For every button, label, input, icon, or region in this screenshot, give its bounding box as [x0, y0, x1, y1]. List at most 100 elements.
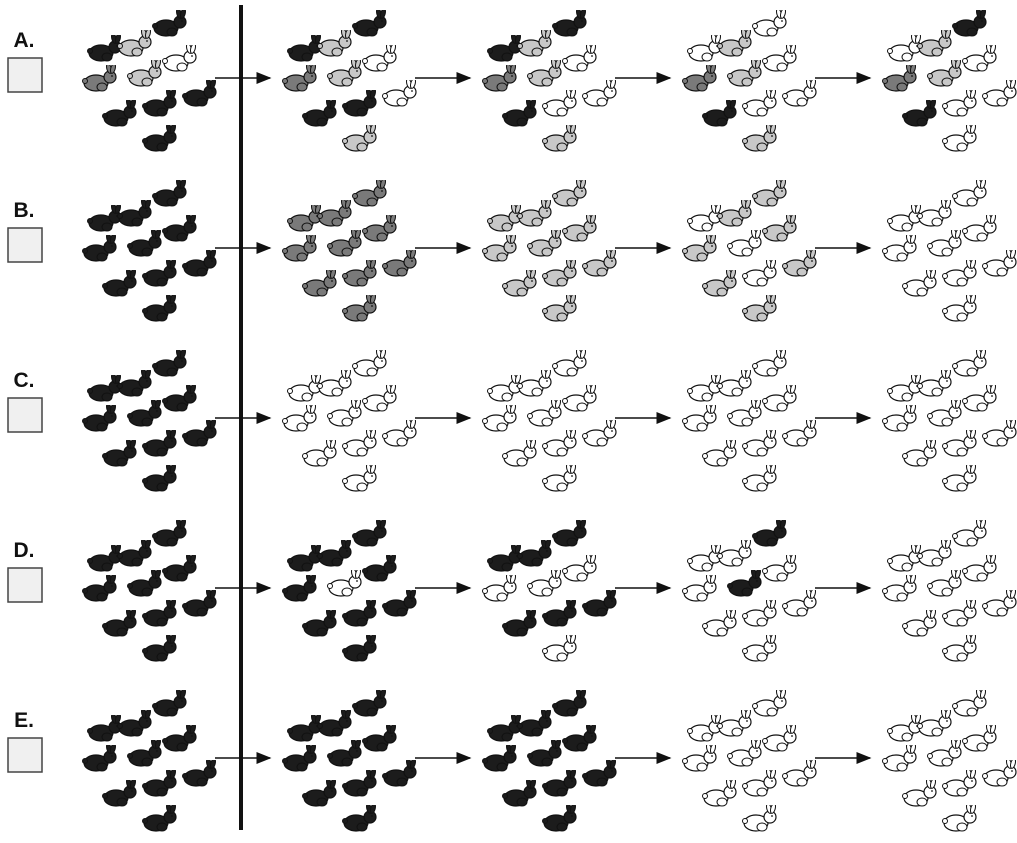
rabbit	[117, 710, 153, 737]
rabbit	[342, 805, 378, 832]
rabbit	[282, 65, 318, 92]
rabbit	[982, 80, 1017, 107]
rabbit	[742, 295, 778, 322]
rabbit	[742, 805, 778, 832]
rabbit	[342, 635, 378, 662]
rabbit	[962, 555, 998, 582]
rabbit	[727, 400, 763, 427]
rabbit	[302, 270, 338, 297]
rabbit	[382, 760, 418, 787]
option-label: C.	[14, 369, 35, 392]
answer-checkbox[interactable]	[7, 567, 43, 603]
rabbit	[182, 420, 218, 447]
rabbit	[752, 180, 788, 207]
rabbit	[552, 350, 588, 377]
rabbit	[982, 250, 1017, 277]
rabbit	[317, 30, 353, 57]
rabbit	[142, 465, 178, 492]
rabbit	[782, 80, 818, 107]
rabbit	[302, 440, 338, 467]
rabbit	[282, 405, 318, 432]
rabbit	[517, 370, 553, 397]
rabbit	[362, 45, 398, 72]
rabbit	[962, 725, 998, 752]
rabbit	[487, 715, 523, 742]
rabbit	[302, 610, 338, 637]
rabbit	[682, 405, 718, 432]
rabbit	[382, 250, 418, 277]
answer-checkbox[interactable]	[7, 737, 43, 773]
answer-checkbox[interactable]	[7, 397, 43, 433]
answer-checkbox[interactable]	[7, 57, 43, 93]
rabbit	[117, 540, 153, 567]
answer-checkbox[interactable]	[7, 227, 43, 263]
rabbit	[952, 10, 988, 37]
rabbit	[127, 400, 163, 427]
rabbit	[782, 250, 818, 277]
rabbit	[917, 370, 953, 397]
rabbit	[382, 420, 418, 447]
rabbit	[542, 600, 578, 627]
rabbit	[482, 405, 518, 432]
rabbit	[962, 45, 998, 72]
rabbit	[317, 370, 353, 397]
rabbit	[742, 600, 778, 627]
rabbit	[102, 440, 138, 467]
rabbit	[527, 740, 563, 767]
rabbit	[942, 600, 978, 627]
rabbit	[342, 465, 378, 492]
rabbit	[102, 100, 138, 127]
rabbit	[82, 405, 118, 432]
rabbit	[942, 805, 978, 832]
rabbit	[342, 600, 378, 627]
rabbit	[352, 690, 388, 717]
rabbit	[742, 260, 778, 287]
rabbit	[327, 740, 363, 767]
option-label: D.	[14, 539, 35, 562]
rabbit	[727, 230, 763, 257]
rabbit	[152, 10, 188, 37]
rabbit	[762, 555, 798, 582]
rabbit	[117, 370, 153, 397]
rabbit	[952, 520, 988, 547]
rabbit	[342, 430, 378, 457]
rabbit	[287, 545, 323, 572]
rabbit	[487, 205, 523, 232]
rabbit	[942, 295, 978, 322]
rabbit	[942, 90, 978, 117]
rabbit	[742, 125, 778, 152]
rabbit	[682, 65, 718, 92]
rabbit	[562, 725, 598, 752]
rabbit	[702, 440, 738, 467]
rabbit	[962, 215, 998, 242]
rabbit	[702, 100, 738, 127]
rabbit	[687, 715, 723, 742]
rabbit	[102, 610, 138, 637]
rabbit	[87, 715, 123, 742]
rabbit	[542, 90, 578, 117]
rabbit	[542, 260, 578, 287]
rabbit	[702, 780, 738, 807]
rabbit	[742, 635, 778, 662]
rabbit	[562, 215, 598, 242]
rabbit	[927, 740, 963, 767]
rabbit	[917, 540, 953, 567]
rabbit	[887, 35, 923, 62]
rabbit	[502, 610, 538, 637]
rabbit	[752, 520, 788, 547]
rabbit	[482, 745, 518, 772]
option-label: B.	[14, 199, 35, 222]
rabbit	[562, 555, 598, 582]
rabbit	[162, 725, 198, 752]
rabbit	[742, 430, 778, 457]
rabbit	[482, 575, 518, 602]
rabbit	[502, 440, 538, 467]
rabbit	[117, 200, 153, 227]
rabbit	[942, 125, 978, 152]
rabbit	[542, 465, 578, 492]
rabbit	[517, 30, 553, 57]
rabbit	[682, 745, 718, 772]
rabbit	[317, 200, 353, 227]
rabbit	[317, 710, 353, 737]
